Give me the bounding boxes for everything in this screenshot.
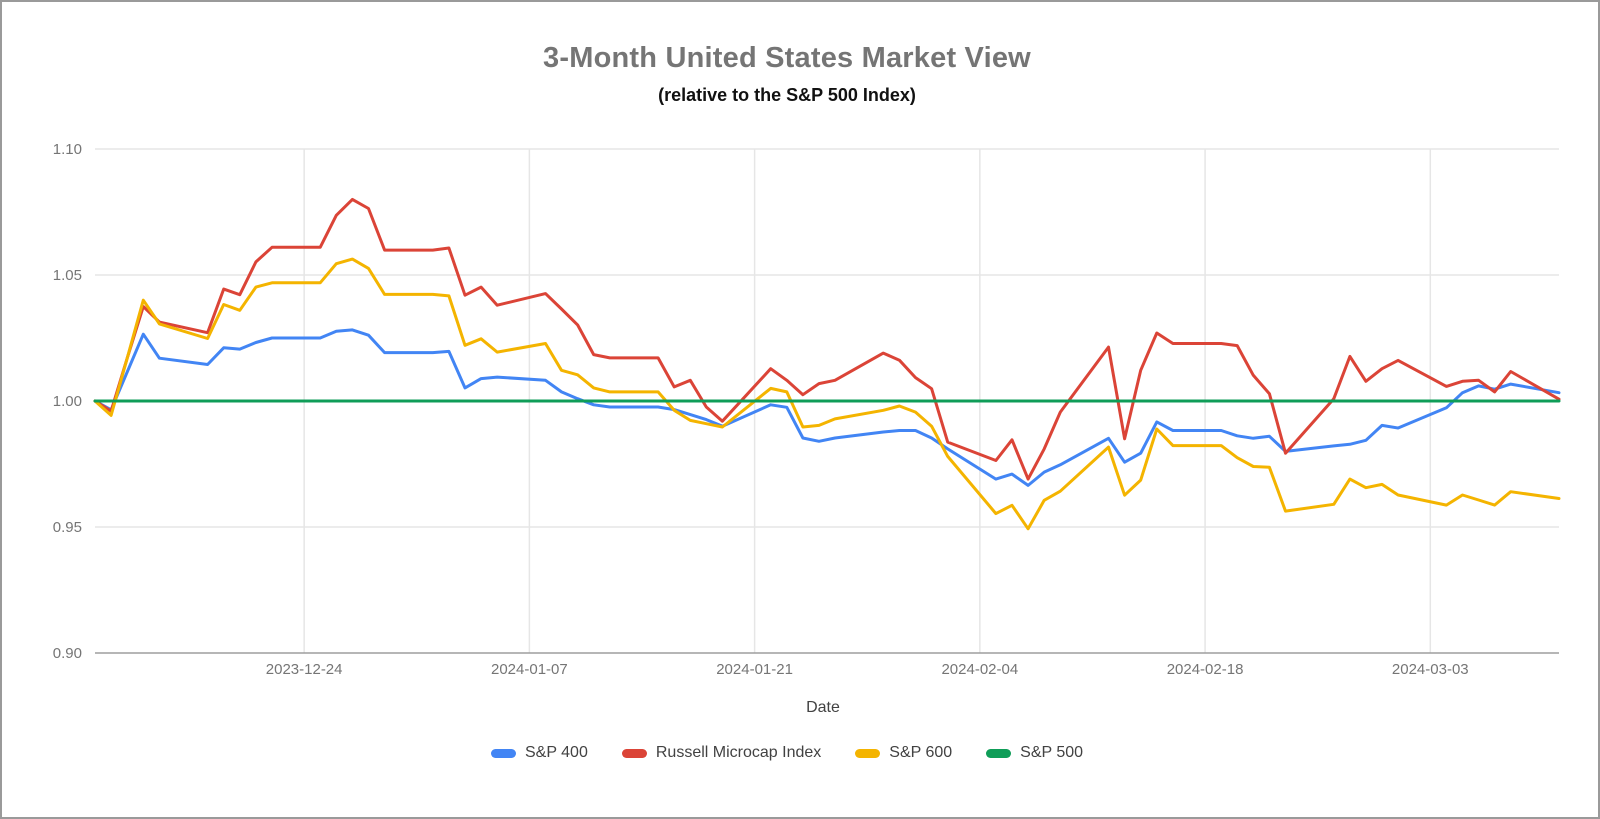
chart-legend: S&P 400 Russell Microcap Index S&P 600 S&P … xyxy=(2,744,1572,762)
legend-label: S&P 500 xyxy=(1020,744,1084,761)
x-tick-label: 2023-12-24 xyxy=(265,661,343,678)
x-tick-label: 2024-01-07 xyxy=(490,661,568,678)
chart-title: 3-Month United States Market View xyxy=(543,42,1031,74)
x-tick-label: 2024-02-04 xyxy=(941,661,1019,678)
x-tick-label: 2024-01-21 xyxy=(716,661,793,678)
series-line-s-p-400 xyxy=(93,328,1561,487)
chart-subtitle: (relative to the S&P 500 Index) xyxy=(658,85,916,105)
legend-label: Russell Microcap Index xyxy=(655,744,822,761)
y-tick-label: 1.10 xyxy=(52,141,82,158)
y-tick-label: 1.05 xyxy=(52,267,82,284)
title-block: 3-Month United States Market View (relat… xyxy=(2,42,1572,106)
series-line-russell-microcap-index xyxy=(93,197,1561,481)
legend-label: S&P 400 xyxy=(524,744,588,761)
legend-swatch xyxy=(621,748,647,758)
legend-item-s-p-500[interactable]: S&P 500 xyxy=(986,744,1083,762)
legend-item-s-p-600[interactable]: S&P 600 xyxy=(855,744,952,762)
x-tick-label: 2024-03-03 xyxy=(1391,661,1469,678)
legend-swatch xyxy=(986,748,1012,758)
legend-label: S&P 600 xyxy=(889,744,953,761)
legend-item-russell-microcap-index[interactable]: Russell Microcap Index xyxy=(621,744,822,762)
y-tick-label: 1.00 xyxy=(52,393,82,410)
legend-swatch xyxy=(855,748,881,758)
y-tick-label: 0.90 xyxy=(52,645,82,662)
x-tick-label: 2024-02-18 xyxy=(1166,661,1244,678)
y-tick-label: 0.95 xyxy=(52,519,82,536)
legend-swatch xyxy=(490,748,516,758)
x-axis-title: Date xyxy=(806,699,840,716)
legend-item-s-p-400[interactable]: S&P 400 xyxy=(490,744,588,762)
series-line-s-p-600 xyxy=(93,257,1561,531)
